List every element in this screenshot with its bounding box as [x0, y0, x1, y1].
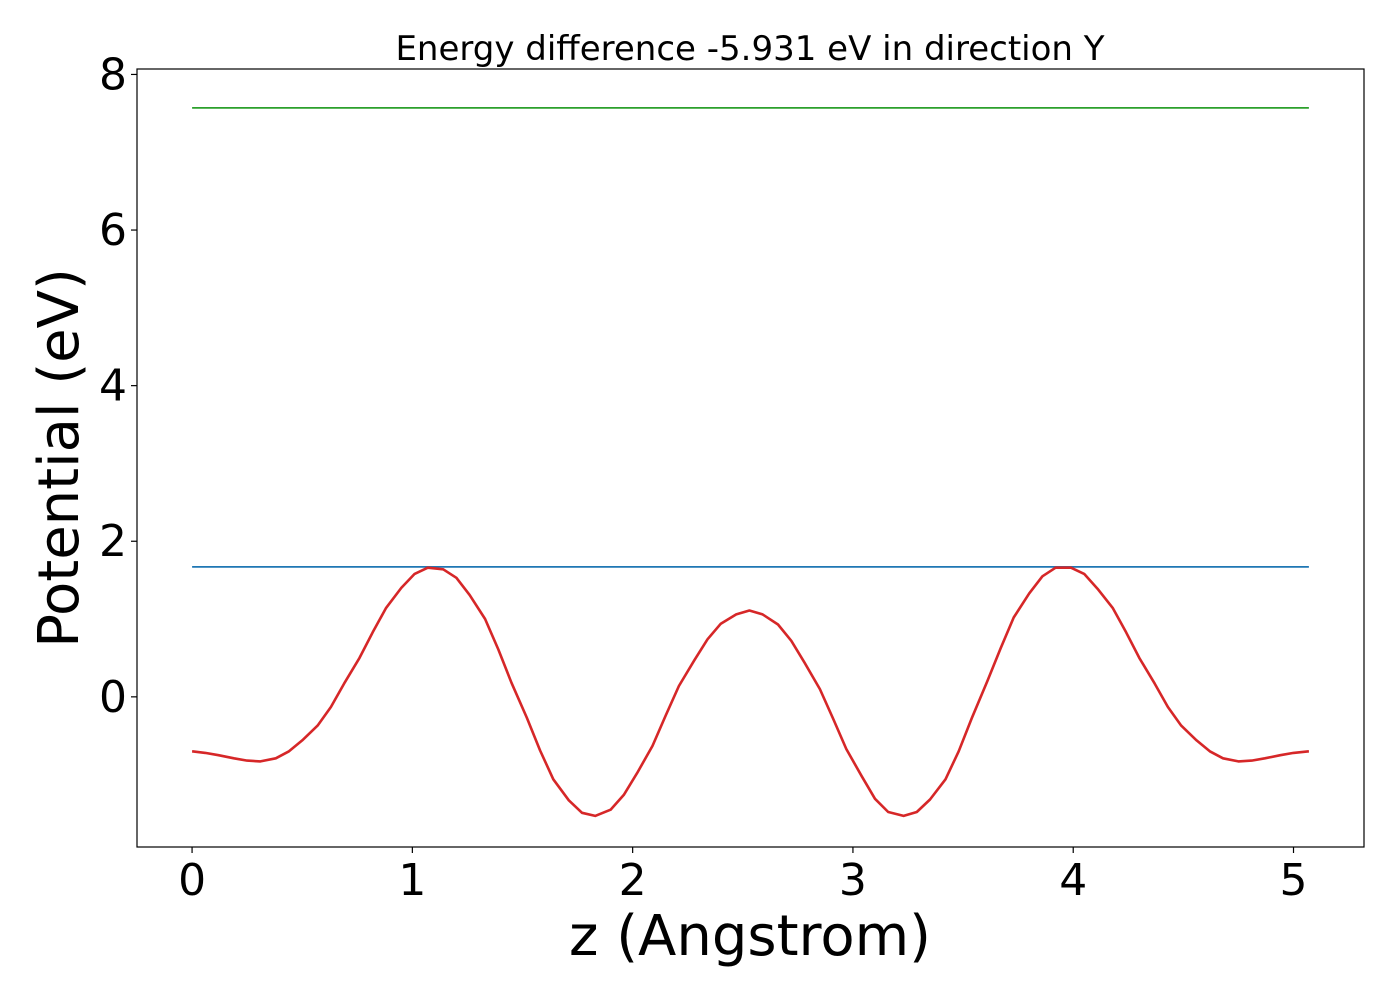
x-tick-label: 2	[619, 855, 647, 906]
y-axis-label: Potential (eV)	[27, 268, 92, 648]
y-tick-label: 2	[99, 516, 127, 567]
x-tick-label: 3	[839, 855, 867, 906]
x-tick-label: 1	[398, 855, 426, 906]
y-axis: 0 2 4 6 8	[99, 49, 137, 723]
y-tick-label: 6	[99, 205, 127, 256]
series-line-3	[191, 566, 1310, 818]
x-axis: 0 1 2 3 4 5	[178, 847, 1308, 906]
x-tick-label: 5	[1280, 855, 1308, 906]
x-axis-label: z (Angstrom)	[569, 904, 931, 969]
x-tick-label: 4	[1059, 855, 1087, 906]
y-tick-label: 8	[99, 49, 127, 100]
y-tick-label: 0	[99, 672, 127, 723]
chart-title: Energy difference -5.931 eV in direction…	[395, 29, 1104, 69]
plot-frame	[136, 68, 1365, 848]
series-layer	[191, 107, 1310, 818]
y-tick-label: 4	[99, 361, 127, 412]
x-tick-label: 0	[178, 855, 206, 906]
